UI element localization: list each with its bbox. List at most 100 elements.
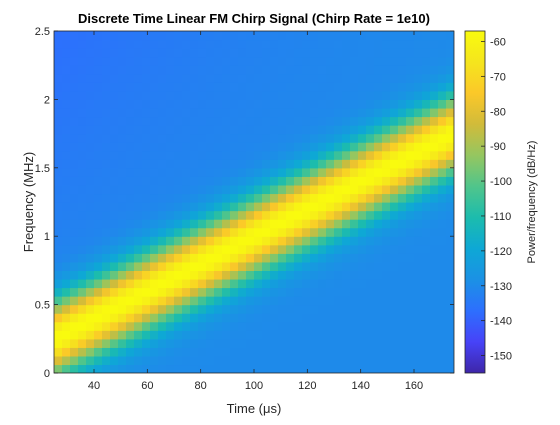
- heatmap-cell: [222, 150, 231, 160]
- heatmap-cell: [126, 39, 135, 49]
- heatmap-cell: [62, 73, 71, 83]
- heatmap-cell: [78, 270, 87, 280]
- heatmap-cell: [78, 142, 87, 152]
- heatmap-cell: [390, 99, 399, 109]
- heatmap-cell: [238, 296, 247, 306]
- heatmap-cell: [294, 278, 303, 289]
- heatmap-cell: [414, 253, 423, 263]
- heatmap-cell: [254, 150, 263, 160]
- heatmap-cell: [398, 99, 407, 109]
- heatmap-cell: [366, 56, 375, 66]
- heatmap-cell: [230, 244, 239, 254]
- heatmap-cell: [70, 210, 79, 220]
- heatmap-cell: [62, 321, 71, 331]
- heatmap-cell: [398, 244, 407, 254]
- heatmap-cell: [206, 278, 215, 289]
- heatmap-cell: [198, 278, 207, 289]
- heatmap-cell: [270, 355, 279, 366]
- heatmap-cell: [254, 210, 263, 220]
- heatmap-cell: [366, 82, 375, 92]
- heatmap-cell: [358, 159, 367, 169]
- heatmap-cell: [310, 347, 319, 357]
- heatmap-cell: [150, 142, 159, 152]
- heatmap-cell: [430, 338, 439, 348]
- heatmap-cell: [150, 330, 159, 340]
- heatmap-cell: [430, 184, 439, 195]
- heatmap-cell: [190, 176, 199, 186]
- heatmap-cell: [422, 125, 431, 135]
- heatmap-cell: [78, 219, 87, 229]
- heatmap-cell: [438, 167, 447, 177]
- heatmap-cell: [446, 313, 454, 323]
- heatmap-cell: [398, 176, 407, 186]
- heatmap-cell: [414, 219, 423, 229]
- heatmap-cell: [254, 167, 263, 177]
- heatmap-cell: [110, 321, 119, 331]
- heatmap-cell: [406, 99, 415, 109]
- heatmap-cell: [238, 133, 247, 143]
- heatmap-cell: [78, 287, 87, 297]
- heatmap-cell: [62, 304, 71, 314]
- heatmap-cell: [286, 347, 295, 357]
- heatmap-cell: [398, 125, 407, 135]
- heatmap-cell: [374, 142, 383, 152]
- heatmap-cell: [86, 244, 95, 254]
- heatmap-cell: [286, 227, 295, 237]
- heatmap-cell: [374, 107, 383, 118]
- heatmap-cell: [390, 159, 399, 169]
- heatmap-cell: [446, 355, 454, 366]
- heatmap-cell: [222, 347, 231, 357]
- heatmap-cell: [326, 82, 335, 92]
- heatmap-cell: [54, 82, 63, 92]
- heatmap-cell: [54, 31, 63, 41]
- heatmap-cell: [438, 202, 447, 212]
- heatmap-cell: [198, 338, 207, 348]
- heatmap-cell: [278, 210, 287, 220]
- heatmap-cell: [230, 90, 239, 100]
- heatmap-cell: [62, 133, 71, 143]
- heatmap-cell: [158, 39, 167, 49]
- heatmap-cell: [134, 125, 143, 135]
- heatmap-cell: [94, 219, 103, 229]
- heatmap-cell: [350, 133, 359, 143]
- heatmap-cell: [110, 31, 119, 41]
- heatmap-cell: [102, 99, 111, 109]
- heatmap-cell: [166, 142, 175, 152]
- heatmap-cell: [358, 278, 367, 289]
- heatmap-cell: [374, 99, 383, 109]
- heatmap-cell: [182, 48, 191, 58]
- heatmap-cell: [286, 142, 295, 152]
- heatmap-cell: [438, 321, 447, 331]
- heatmap-cell: [110, 261, 119, 271]
- heatmap-cell: [206, 296, 215, 306]
- heatmap-cell: [414, 73, 423, 83]
- heatmap-cell: [342, 313, 351, 323]
- heatmap-cell: [366, 150, 375, 160]
- heatmap-cell: [94, 278, 103, 289]
- heatmap-cell: [222, 219, 231, 229]
- heatmap-cell: [142, 304, 151, 314]
- heatmap-cell: [214, 313, 223, 323]
- heatmap-cell: [118, 142, 127, 152]
- heatmap-cell: [214, 193, 223, 203]
- heatmap-cell: [150, 219, 159, 229]
- heatmap-cell: [302, 90, 311, 100]
- heatmap-cell: [78, 107, 87, 118]
- heatmap-cell: [358, 176, 367, 186]
- heatmap-cell: [78, 253, 87, 263]
- heatmap-cell: [382, 261, 391, 271]
- heatmap-cell: [254, 321, 263, 331]
- heatmap-cell: [198, 159, 207, 169]
- heatmap-cell: [254, 39, 263, 49]
- heatmap-cell: [350, 65, 359, 75]
- heatmap-cell: [134, 364, 143, 373]
- heatmap-cell: [206, 56, 215, 66]
- heatmap-cell: [422, 65, 431, 75]
- heatmap-cell: [174, 236, 183, 246]
- heatmap-cell: [150, 107, 159, 118]
- heatmap-cell: [182, 150, 191, 160]
- heatmap-cell: [446, 193, 454, 203]
- heatmap-cell: [422, 159, 431, 169]
- heatmap-cell: [134, 278, 143, 289]
- heatmap-cell: [86, 184, 95, 195]
